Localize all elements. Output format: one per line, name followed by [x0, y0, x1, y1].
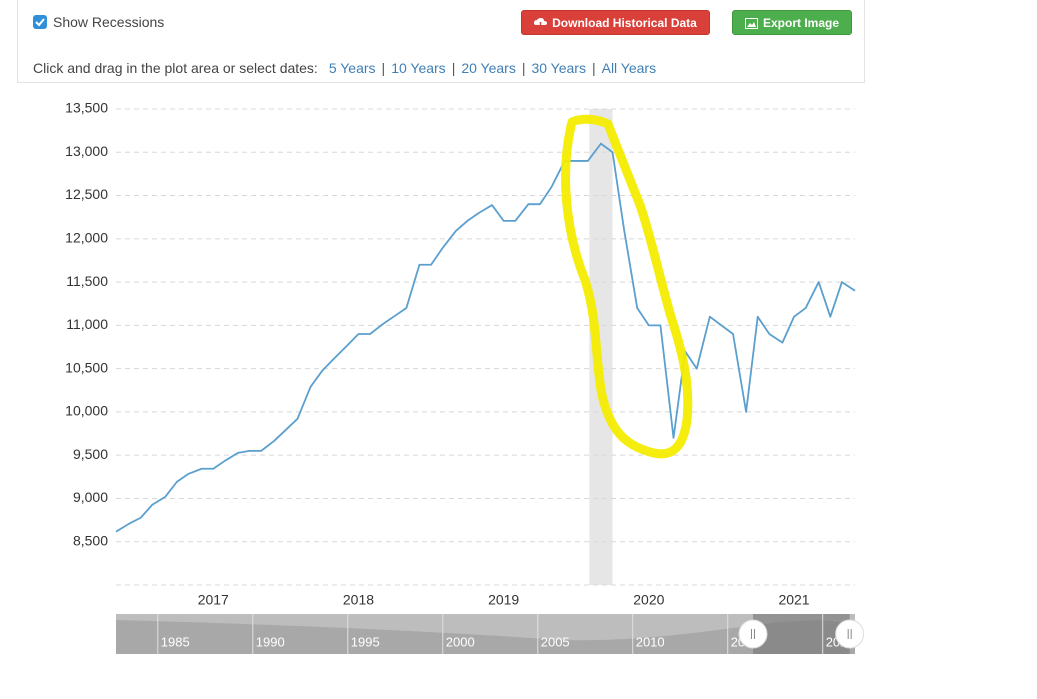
- y-tick-label: 12,000: [65, 230, 108, 246]
- x-tick-label: 2019: [488, 592, 519, 608]
- separator: |: [591, 60, 596, 76]
- navigator-selection: [752, 614, 850, 654]
- y-tick-label: 9,000: [73, 489, 108, 505]
- handle-circle: [738, 619, 768, 649]
- date-prompt: Click and drag in the plot area or selec…: [33, 60, 318, 76]
- separator: |: [521, 60, 526, 76]
- data-line: [115, 142, 856, 533]
- checkbox-label[interactable]: Show Recessions: [53, 14, 165, 30]
- x-tick-label: 2017: [198, 592, 229, 608]
- y-tick-label: 10,500: [65, 359, 108, 375]
- download-button[interactable]: Download Historical Data: [521, 10, 710, 35]
- separator: |: [381, 60, 386, 76]
- navigator-handle[interactable]: [835, 619, 865, 649]
- date-range-link[interactable]: 10 Years: [391, 60, 446, 76]
- export-button[interactable]: Export Image: [732, 10, 852, 35]
- highlight-annotation: [561, 114, 693, 459]
- y-tick-label: 11,000: [66, 316, 108, 332]
- date-selector: Click and drag in the plot area or selec…: [33, 60, 656, 76]
- handle-circle: [835, 619, 865, 649]
- button-text: Export Image: [762, 16, 840, 30]
- y-tick-label: 12,500: [65, 186, 108, 202]
- y-tick-label: 9,500: [73, 446, 108, 462]
- date-range-link[interactable]: 5 Years: [328, 60, 376, 76]
- navigator-label: 2010: [636, 634, 665, 649]
- navigator-area: [116, 620, 855, 654]
- navigator-label: 1985: [161, 634, 190, 649]
- x-tick-label: 2018: [343, 592, 374, 608]
- y-tick-label: 10,000: [65, 403, 108, 419]
- control-panel: Show Recessions Download Historical Data…: [17, 0, 865, 83]
- date-range-link[interactable]: 20 Years: [461, 60, 516, 76]
- recession-band: [589, 109, 613, 585]
- button-text: Download Historical Data: [552, 16, 697, 30]
- date-range-link[interactable]: 30 Years: [531, 60, 586, 76]
- x-tick-label: 2021: [778, 592, 809, 608]
- y-tick-label: 8,500: [73, 532, 108, 548]
- date-range-link[interactable]: All Years: [601, 60, 657, 76]
- navigator-label: 1995: [351, 634, 380, 649]
- navigator-label: 2000: [446, 634, 475, 649]
- navigator-handle[interactable]: [738, 619, 768, 649]
- y-tick-label: 11,500: [66, 273, 108, 289]
- y-tick-label: 13,000: [65, 143, 108, 159]
- navigator-label: 1990: [256, 634, 285, 649]
- x-tick-label: 2020: [633, 592, 664, 608]
- y-tick-label: 13,500: [65, 100, 108, 116]
- separator: |: [451, 60, 456, 76]
- recession-checkbox[interactable]: [33, 15, 47, 29]
- navigator-label: 2005: [541, 634, 570, 649]
